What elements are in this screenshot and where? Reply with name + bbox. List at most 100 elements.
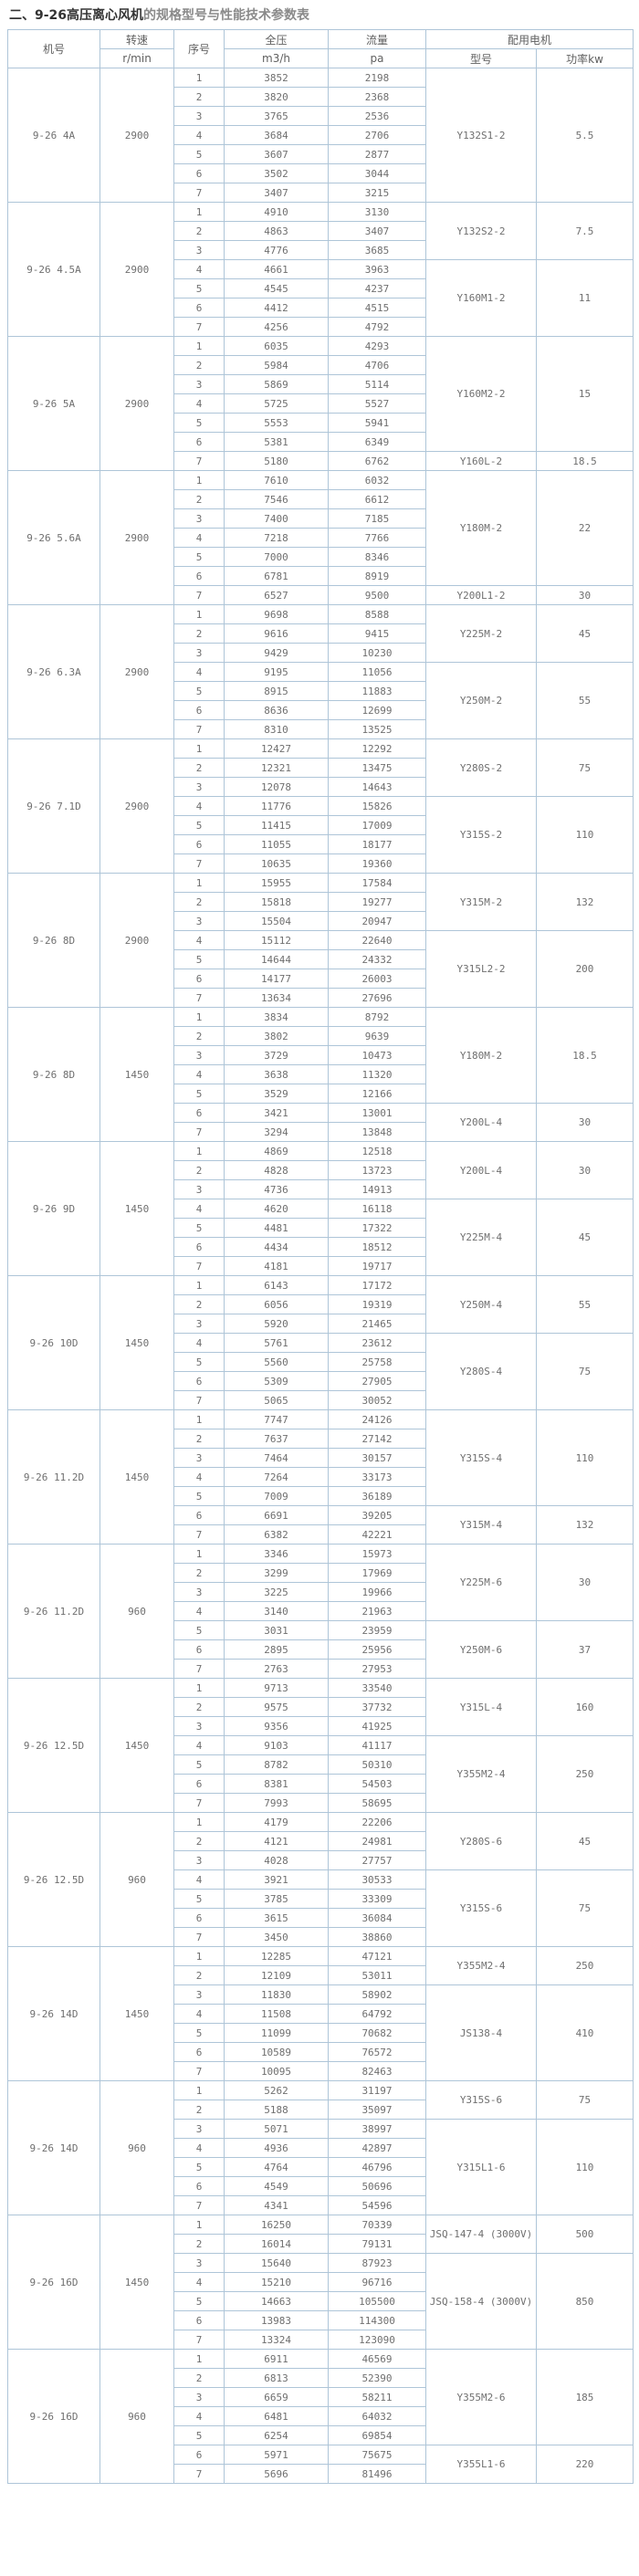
seq-cell: 6 xyxy=(173,1908,225,1928)
table-row: 7 3450 38860 xyxy=(8,1927,634,1947)
flow-cell: 58695 xyxy=(328,1793,426,1813)
motor-power-cell: 5.5 xyxy=(535,68,634,203)
fan-model-cell: 9-26 5A xyxy=(7,336,100,471)
pressure-cell: 8915 xyxy=(224,681,329,701)
table-row: 5 8782 50310 xyxy=(8,1754,634,1775)
seq-cell: 5 xyxy=(173,949,225,969)
table-row: 9-26 7.1D 2900 1 12427 12292 Y280S-2 75 xyxy=(7,738,634,874)
table-row: 7 6382 42221 xyxy=(8,1524,634,1545)
flow-cell: 17172 xyxy=(328,1275,426,1295)
fan-model-cell: 9-26 9D xyxy=(7,1141,100,1276)
motor-model-cell: Y225M-4 xyxy=(425,1199,537,1276)
flow-cell: 22640 xyxy=(328,930,426,950)
pressure-cell: 5188 xyxy=(224,2100,329,2120)
seq-cell: 1 xyxy=(173,336,225,356)
page-title-suffix: 的规格型号与性能技术参数表 xyxy=(143,8,310,23)
fan-model-cell: 9-26 12.5D xyxy=(7,1678,100,1813)
motor-model-cell: Y315S-6 xyxy=(425,1869,537,1947)
pressure-cell: 9103 xyxy=(224,1735,329,1755)
motor-power-cell: 11 xyxy=(535,259,634,337)
flow-cell: 10473 xyxy=(328,1045,426,1065)
speed-cell: 1450 xyxy=(100,1141,174,1276)
seq-cell: 3 xyxy=(173,1448,225,1468)
table-row: 6 3421 13001 Y200L-4 30 xyxy=(8,1103,634,1142)
seq-cell: 1 xyxy=(173,2349,225,2369)
flow-cell: 8588 xyxy=(328,604,426,624)
seq-cell: 7 xyxy=(173,1659,225,1679)
seq-cell: 4 xyxy=(173,1735,225,1755)
pressure-cell: 7546 xyxy=(224,489,329,509)
pressure-cell: 9356 xyxy=(224,1716,329,1736)
flow-cell: 50310 xyxy=(328,1754,426,1775)
pressure-cell: 10095 xyxy=(224,2061,329,2081)
flow-cell: 19319 xyxy=(328,1294,426,1314)
table-row: 2 4863 3407 xyxy=(8,221,634,241)
table-row: 7 4181 19717 xyxy=(8,1256,634,1276)
flow-cell: 54503 xyxy=(328,1774,426,1794)
seq-cell: 7 xyxy=(173,1390,225,1410)
seq-cell: 3 xyxy=(173,1045,225,1065)
seq-cell: 1 xyxy=(173,68,225,88)
flow-cell: 81496 xyxy=(328,2464,426,2484)
pressure-cell: 4181 xyxy=(224,1256,329,1276)
pressure-cell: 5696 xyxy=(224,2464,329,2484)
table-row: 3 7400 7185 xyxy=(8,508,634,529)
pressure-cell: 3225 xyxy=(224,1582,329,1602)
table-row: 4 11508 64792 xyxy=(8,2004,634,2024)
seq-cell: 5 xyxy=(173,681,225,701)
seq-cell: 5 xyxy=(173,1352,225,1372)
seq-cell: 5 xyxy=(173,1486,225,1506)
pressure-cell: 12109 xyxy=(224,1965,329,1985)
motor-power-cell: 185 xyxy=(535,2349,634,2445)
pressure-cell: 6691 xyxy=(224,1505,329,1525)
speed-cell: 1450 xyxy=(100,1409,174,1545)
seq-cell: 1 xyxy=(173,2080,225,2100)
pressure-cell: 4412 xyxy=(224,298,329,318)
seq-cell: 3 xyxy=(173,1179,225,1199)
flow-cell: 2877 xyxy=(328,144,426,164)
pressure-cell: 4863 xyxy=(224,221,329,241)
table-row: 2 5188 35097 xyxy=(8,2100,634,2120)
pressure-cell: 3502 xyxy=(224,163,329,183)
fan-model-cell: 9-26 11.2D xyxy=(7,1544,100,1679)
pressure-cell: 4256 xyxy=(224,317,329,337)
seq-cell: 2 xyxy=(173,221,225,241)
seq-cell: 4 xyxy=(173,1869,225,1890)
pressure-cell: 4341 xyxy=(224,2195,329,2215)
speed-cell: 2900 xyxy=(100,470,174,605)
motor-power-cell: 30 xyxy=(535,1141,634,1199)
fan-model-cell: 9-26 4A xyxy=(7,68,100,203)
motor-model-cell: Y160M1-2 xyxy=(425,259,537,337)
seq-cell: 2 xyxy=(173,758,225,778)
pressure-cell: 3729 xyxy=(224,1045,329,1065)
flow-cell: 11056 xyxy=(328,662,426,682)
pressure-cell: 9616 xyxy=(224,623,329,644)
seq-cell: 3 xyxy=(173,2253,225,2273)
seq-cell: 7 xyxy=(173,2330,225,2350)
pressure-cell: 11508 xyxy=(224,2004,329,2024)
flow-cell: 41117 xyxy=(328,1735,426,1755)
seq-cell: 4 xyxy=(173,393,225,414)
pressure-cell: 7400 xyxy=(224,508,329,529)
pressure-cell: 3450 xyxy=(224,1927,329,1947)
flow-cell: 30052 xyxy=(328,1390,426,1410)
table-row: 9-26 8D 2900 1 15955 17584 Y315M-2 132 xyxy=(7,873,634,1008)
table-row: 9-26 8D 1450 1 3834 8792 Y180M-2 18.5 xyxy=(7,1007,634,1142)
fan-model-cell: 9-26 14D xyxy=(7,1946,100,2081)
seq-cell: 6 xyxy=(173,2445,225,2465)
seq-cell: 5 xyxy=(173,1084,225,1104)
flow-cell: 27757 xyxy=(328,1850,426,1870)
pressure-cell: 9429 xyxy=(224,643,329,663)
pressure-cell: 5065 xyxy=(224,1390,329,1410)
motor-model-cell: Y180M-2 xyxy=(425,1007,537,1104)
seq-cell: 4 xyxy=(173,259,225,279)
fan-model-cell: 9-26 6.3A xyxy=(7,604,100,739)
table-row: 9-26 11.2D 1450 1 7747 24126 Y315S-4 110 xyxy=(7,1409,634,1545)
page: 二、9-26高压离心风机的规格型号与性能技术参数表 机号 转速 序号 全压 流量… xyxy=(7,8,634,2484)
flow-cell: 96716 xyxy=(328,2272,426,2292)
table-row: 9-26 4.5A 2900 1 4910 3130 Y132S2-2 7.5 xyxy=(7,202,634,337)
pressure-cell: 6056 xyxy=(224,1294,329,1314)
pressure-cell: 4549 xyxy=(224,2176,329,2196)
motor-model-cell: Y250M-2 xyxy=(425,662,537,739)
table-row: 6 5971 75675 Y355L1-6 220 xyxy=(8,2445,634,2484)
